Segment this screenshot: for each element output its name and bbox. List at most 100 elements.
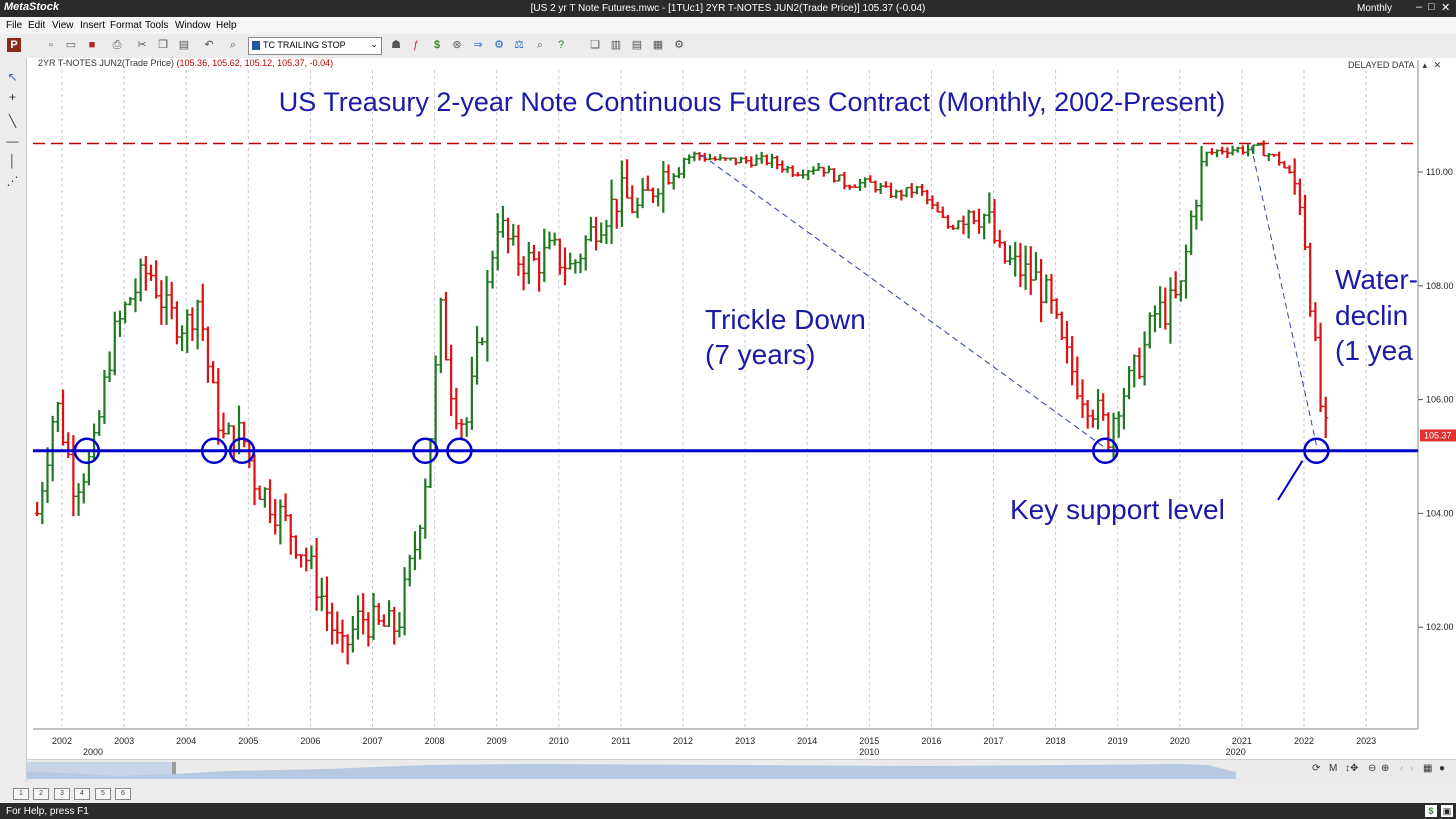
copy-icon[interactable]: ❐ — [158, 39, 168, 51]
profile-icon[interactable]: P — [7, 38, 21, 52]
vertical-line-icon[interactable]: │ — [8, 154, 17, 168]
cascade-icon[interactable]: ❏ — [590, 39, 600, 51]
open-icon[interactable]: ▭ — [65, 39, 77, 51]
pointer-icon[interactable]: ↖ — [7, 70, 18, 84]
chevron-down-icon: ⌄ — [370, 39, 378, 49]
dollar-icon[interactable]: $ — [433, 39, 441, 51]
cut-icon[interactable]: ✂ — [137, 39, 147, 51]
explorer-icon[interactable]: ⌕ — [536, 39, 544, 51]
grid-icon[interactable]: ▦ — [652, 39, 664, 51]
layout-1-button[interactable]: 1 — [13, 788, 29, 800]
periodicity-m-button[interactable]: M — [1329, 763, 1338, 774]
tile-vertical-icon[interactable]: ▥ — [610, 39, 622, 51]
x-decade-label: 2000 — [83, 747, 103, 757]
x-tick-label: 2009 — [487, 736, 507, 746]
layout-4-button[interactable]: 4 — [74, 788, 90, 800]
overview-scrollbar[interactable] — [27, 759, 1456, 782]
y-tick-label: 102.00 — [1426, 622, 1454, 632]
save-icon[interactable]: ■ — [88, 39, 96, 51]
expert-combo-label: TC TRAILING STOP — [263, 40, 346, 50]
menu-bar: File Edit View Insert Format Tools Windo… — [0, 17, 1456, 34]
x-tick-label: 2007 — [362, 736, 382, 746]
zoom-out-icon[interactable]: ⊖ — [1368, 763, 1377, 774]
arrow-icon[interactable]: ⇒ — [473, 39, 483, 51]
y-tick-label: 106.00 — [1426, 395, 1454, 405]
y-tick-label: 108.00 — [1426, 281, 1454, 291]
waterfall-years: (1 yea — [1335, 335, 1413, 366]
system-icon[interactable]: ⚙ — [494, 39, 504, 51]
delayed-data-label: DELAYED DATA ▴ ✕ — [1348, 60, 1441, 71]
support-pointer-line — [1277, 460, 1304, 501]
chart-title: US Treasury 2-year Note Continuous Futur… — [279, 87, 1225, 117]
scroll-up-icon[interactable]: ▴ — [1422, 60, 1428, 70]
x-tick-label: 2022 — [1294, 736, 1314, 746]
close-chart-icon[interactable]: ✕ — [1433, 60, 1442, 70]
x-tick-label: 2020 — [1170, 736, 1190, 746]
window-title: [US 2 yr T Note Futures.mwc - [1TUc1] 2Y… — [530, 3, 926, 14]
crosshair-icon[interactable]: + — [8, 90, 16, 104]
settings-icon[interactable]: ⚙ — [674, 39, 684, 51]
binoculars-icon[interactable]: ⊛ — [452, 39, 462, 51]
menu-insert[interactable]: Insert — [80, 20, 106, 31]
menu-format[interactable]: Format — [110, 20, 142, 31]
tile-horizontal-icon[interactable]: ▤ — [631, 39, 643, 51]
trickle-down-label: Trickle Down — [705, 304, 866, 335]
layout-5-button[interactable]: 5 — [95, 788, 111, 800]
x-tick-label: 2012 — [673, 736, 693, 746]
print-icon[interactable]: ⎙ — [112, 39, 122, 51]
paste-icon[interactable]: ▤ — [178, 39, 190, 51]
scroll-left-icon[interactable]: ‹ — [1400, 763, 1404, 774]
x-tick-label: 2021 — [1232, 736, 1252, 746]
palette-icon[interactable]: ● — [1439, 763, 1446, 774]
ohlc-values: (105.36, 105.62, 105.12, 105.37, -0.04) — [176, 58, 334, 68]
menu-file[interactable]: File — [6, 20, 23, 31]
menu-edit[interactable]: Edit — [28, 20, 46, 31]
periodicity-label[interactable]: Monthly — [1357, 3, 1393, 14]
zoom-in-icon[interactable]: ⊕ — [1381, 763, 1390, 774]
x-tick-label: 2023 — [1356, 736, 1376, 746]
overview-sparkline — [27, 762, 1236, 779]
refresh-icon[interactable]: ⟳ — [1312, 763, 1321, 774]
x-tick-label: 2004 — [176, 736, 196, 746]
new-icon[interactable]: ▫ — [49, 39, 53, 51]
x-tick-label: 2005 — [238, 736, 258, 746]
menu-help[interactable]: Help — [216, 20, 237, 31]
pan-icon[interactable]: ↕✥ — [1345, 763, 1359, 774]
minimize-icon[interactable]: – — [1416, 1, 1423, 13]
expert-icon — [252, 41, 260, 50]
x-tick-label: 2015 — [859, 736, 879, 746]
trendline-icon[interactable]: ╲ — [8, 114, 17, 128]
drawing-toolbar: ↖ + ╲ — │ ⋰ — [0, 58, 27, 802]
security-label: 2YR T-NOTES JUN2(Trade Price) — [38, 58, 175, 68]
maximize-icon[interactable]: □ — [1428, 1, 1435, 13]
calendar-icon[interactable]: ▦ — [1423, 763, 1433, 774]
undo-icon[interactable]: ↶ — [204, 39, 214, 51]
scroll-right-icon[interactable]: › — [1410, 763, 1414, 774]
expert-combo[interactable]: TC TRAILING STOP ⌄ — [248, 37, 382, 55]
chart-area[interactable] — [27, 58, 1456, 759]
dollar-status-icon[interactable]: $ — [1425, 805, 1437, 817]
x-tick-label: 2016 — [921, 736, 941, 746]
x-tick-label: 2002 — [52, 736, 72, 746]
zoom-icon[interactable]: ⌕ — [229, 39, 237, 51]
layout-6-button[interactable]: 6 — [115, 788, 131, 800]
horizontal-line-icon[interactable]: — — [6, 134, 19, 148]
menu-window[interactable]: Window — [175, 20, 211, 31]
delayed-data-text: DELAYED DATA — [1348, 60, 1415, 70]
menu-view[interactable]: View — [52, 20, 74, 31]
support-touch-circle — [446, 437, 473, 465]
formula-icon[interactable]: ƒ — [412, 39, 420, 51]
layout-3-button[interactable]: 3 — [54, 788, 70, 800]
x-decade-label: 2010 — [859, 747, 879, 757]
help-question-icon[interactable]: ? — [557, 39, 565, 51]
layout-2-button[interactable]: 2 — [33, 788, 49, 800]
connection-status-icon[interactable]: ▣ — [1441, 805, 1453, 817]
menu-tools[interactable]: Tools — [145, 20, 169, 31]
tester-icon[interactable]: ⚖ — [514, 39, 524, 51]
fan-icon[interactable]: ⋰ — [6, 174, 19, 188]
close-icon[interactable]: ✕ — [1441, 2, 1451, 14]
support-touch-circle — [228, 437, 256, 465]
trickle-trend-line — [701, 154, 1106, 449]
expert-advisor-icon[interactable]: ☗ — [391, 39, 401, 51]
